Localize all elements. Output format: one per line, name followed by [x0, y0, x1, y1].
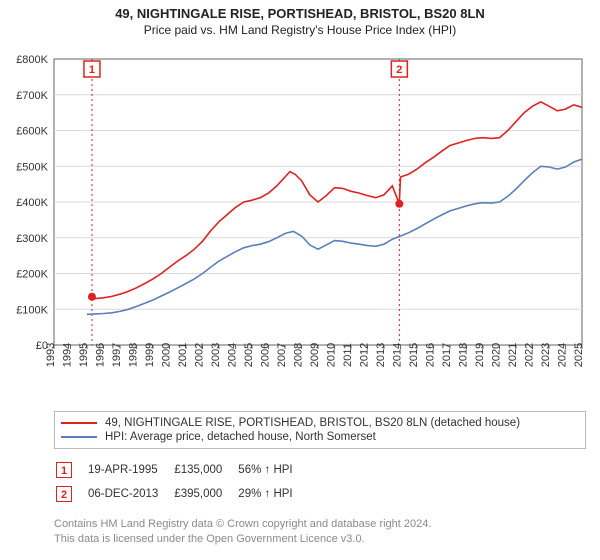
- xtick-label: 2008: [293, 343, 305, 367]
- xtick-label: 2021: [507, 343, 519, 367]
- page-title: 49, NIGHTINGALE RISE, PORTISHEAD, BRISTO…: [10, 6, 590, 21]
- txn-price: £135,000: [174, 459, 236, 481]
- ytick-label: £300K: [16, 233, 48, 245]
- ytick-label: £500K: [16, 161, 48, 173]
- xtick-label: 2009: [309, 343, 321, 367]
- xtick-label: 2020: [491, 343, 503, 367]
- ytick-label: £400K: [16, 197, 48, 209]
- txn-price: £395,000: [174, 483, 236, 505]
- xtick-label: 2011: [342, 343, 354, 367]
- xtick-label: 2017: [441, 343, 453, 367]
- xtick-label: 2019: [474, 343, 486, 367]
- xtick-label: 2012: [359, 343, 371, 367]
- xtick-label: 2007: [276, 343, 288, 367]
- footer-note: Contains HM Land Registry data © Crown c…: [54, 517, 586, 547]
- legend-swatch-property: [61, 422, 97, 424]
- txn-point-icon: [395, 200, 403, 208]
- legend-label: 49, NIGHTINGALE RISE, PORTISHEAD, BRISTO…: [105, 417, 520, 429]
- legend-item-property: 49, NIGHTINGALE RISE, PORTISHEAD, BRISTO…: [61, 416, 579, 430]
- txn-marker-icon: 2: [56, 486, 72, 502]
- xtick-label: 2025: [573, 343, 585, 367]
- txn-flag-number: 2: [396, 64, 402, 76]
- txn-flag-number: 1: [89, 64, 95, 76]
- txn-date: 19-APR-1995: [88, 459, 172, 481]
- txn-pct: 56% ↑ HPI: [238, 459, 306, 481]
- ytick-label: £800K: [16, 54, 48, 66]
- xtick-label: 2022: [524, 343, 536, 367]
- xtick-label: 1994: [62, 343, 74, 367]
- legend: 49, NIGHTINGALE RISE, PORTISHEAD, BRISTO…: [54, 411, 586, 449]
- xtick-label: 2006: [260, 343, 272, 367]
- xtick-label: 1997: [111, 343, 123, 367]
- xtick-label: 1996: [95, 343, 107, 367]
- xtick-label: 2000: [161, 343, 173, 367]
- xtick-label: 2023: [540, 343, 552, 367]
- legend-swatch-hpi: [61, 436, 97, 438]
- arrow-up-icon: ↑: [265, 464, 271, 476]
- xtick-label: 2003: [210, 343, 222, 367]
- xtick-label: 1993: [45, 343, 57, 367]
- xtick-label: 2004: [227, 343, 239, 367]
- xtick-label: 2024: [557, 343, 569, 367]
- legend-item-hpi: HPI: Average price, detached house, Nort…: [61, 430, 579, 444]
- xtick-label: 2005: [243, 343, 255, 367]
- xtick-label: 2002: [194, 343, 206, 367]
- xtick-label: 1999: [144, 343, 156, 367]
- arrow-up-icon: ↑: [265, 488, 271, 500]
- xtick-label: 2016: [425, 343, 437, 367]
- transactions-table: 1 19-APR-1995£135,00056% ↑ HPI 2 06-DEC-201…: [54, 457, 309, 507]
- xtick-label: 2010: [326, 343, 338, 367]
- xtick-label: 2015: [408, 343, 420, 367]
- legend-label: HPI: Average price, detached house, Nort…: [105, 431, 376, 443]
- ytick-label: £700K: [16, 90, 48, 102]
- transaction-row: 2 06-DEC-2013£395,00029% ↑ HPI: [56, 483, 307, 505]
- txn-marker-icon: 1: [56, 462, 72, 478]
- txn-point-icon: [88, 293, 96, 301]
- xtick-label: 2014: [392, 343, 404, 367]
- transaction-row: 1 19-APR-1995£135,00056% ↑ HPI: [56, 459, 307, 481]
- ytick-label: £600K: [16, 126, 48, 138]
- chart-svg: £0£100K£200K£300K£400K£500K£600K£700K£80…: [10, 45, 590, 403]
- xtick-label: 1998: [128, 343, 140, 367]
- footer-line-2: This data is licensed under the Open Gov…: [54, 533, 365, 545]
- page-subtitle: Price paid vs. HM Land Registry's House …: [10, 23, 590, 37]
- txn-date: 06-DEC-2013: [88, 483, 172, 505]
- txn-pct: 29% ↑ HPI: [238, 483, 306, 505]
- footer-line-1: Contains HM Land Registry data © Crown c…: [54, 518, 431, 530]
- xtick-label: 2018: [458, 343, 470, 367]
- xtick-label: 2001: [177, 343, 189, 367]
- ytick-label: £200K: [16, 269, 48, 281]
- xtick-label: 2013: [375, 343, 387, 367]
- xtick-label: 1995: [78, 343, 90, 367]
- ytick-label: £100K: [16, 304, 48, 316]
- price-chart: £0£100K£200K£300K£400K£500K£600K£700K£80…: [10, 45, 590, 403]
